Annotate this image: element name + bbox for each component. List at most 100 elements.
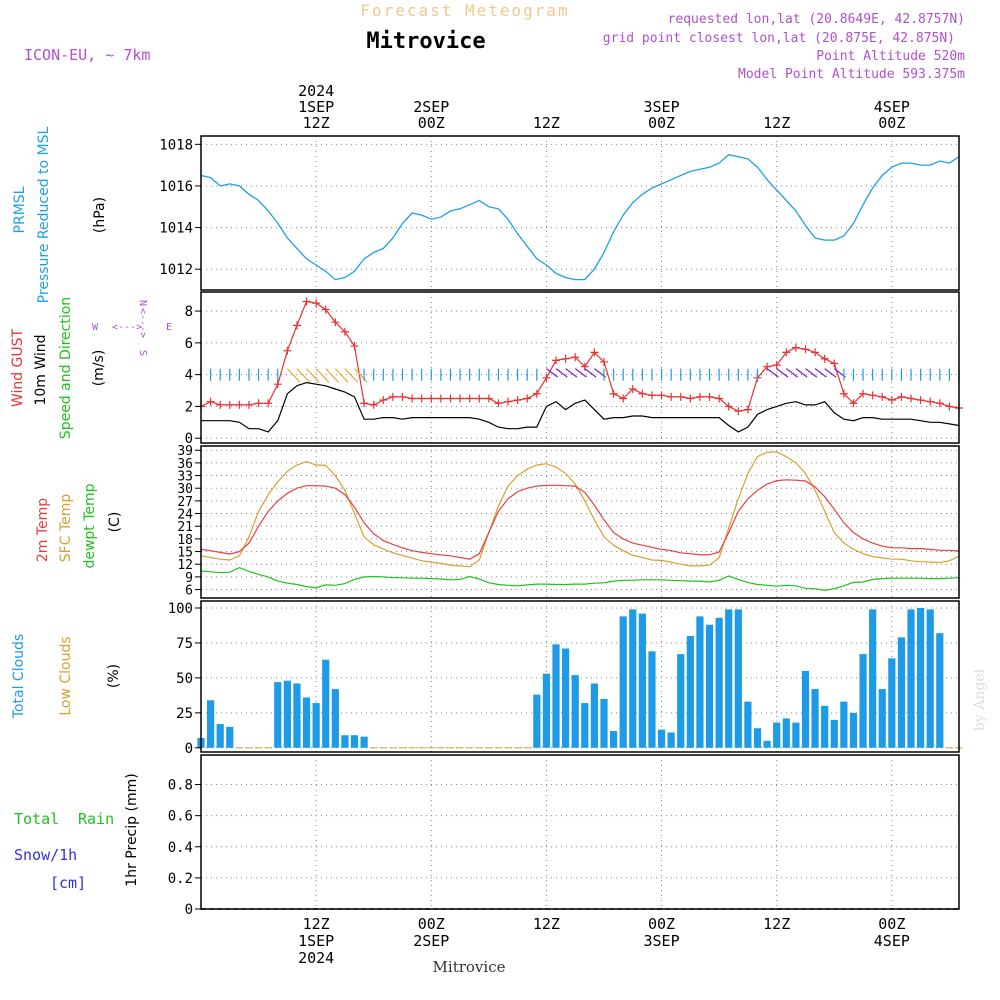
dewpt-temp-line: [200, 566, 960, 592]
wind-gust-point: [216, 400, 225, 409]
cloud-bar: [312, 703, 320, 748]
time-label-bottom: 00Z: [878, 915, 905, 933]
temp-dewpt-label: dewpt Temp: [82, 483, 98, 568]
place-title: Mitrovice: [366, 29, 485, 54]
wind-direction-arrow: [325, 368, 339, 383]
gridpoint-coords: grid point closest lon,lat (20.875E, 42.…: [603, 31, 955, 46]
wind-direction-arrow: [344, 368, 359, 383]
cloud-bar: [897, 637, 906, 748]
cloud-bar: [360, 736, 368, 748]
wind-direction-arrow: [546, 368, 559, 378]
y-tick-label: 0.8: [168, 778, 193, 794]
cloud-bar: [801, 670, 810, 748]
wind-direction-arrow: [286, 368, 301, 383]
footer-place: Mitrovice: [433, 958, 506, 976]
y-tick-label: 50: [176, 671, 193, 687]
y-tick-label: 0.6: [168, 809, 193, 825]
time-label-bottom: 3SEP: [643, 932, 679, 950]
wind-direction-arrow: [315, 368, 330, 383]
y-tick-label: 1014: [159, 221, 193, 237]
cloud-bar: [322, 659, 330, 748]
data-layer: [197, 153, 963, 910]
wind-gust-point: [504, 397, 513, 406]
y-tick-label: 4: [185, 368, 193, 384]
pressure-msl-label: Pressure Reduced to MSL: [36, 126, 52, 303]
cloud-bar: [293, 683, 301, 748]
wind-gust-point: [408, 394, 417, 403]
requested-coords: requested lon,lat (20.8649E, 42.8757N): [668, 12, 965, 27]
y-tick-label: 0: [185, 741, 193, 757]
wind-gust-point: [590, 348, 599, 357]
cloud-bar: [744, 701, 752, 748]
low-clouds-label: Low Clouds: [58, 636, 74, 715]
rain-label: Rain: [78, 810, 114, 828]
wind-direction-arrow: [565, 368, 578, 378]
wind-gust-point: [235, 400, 244, 409]
time-label-bottom: 2SEP: [413, 932, 449, 950]
cloud-bar: [638, 613, 646, 748]
panel-frame: [200, 754, 960, 910]
wind-gust-point: [436, 394, 445, 403]
wind-gust-point: [312, 299, 321, 308]
cloud-bar: [609, 731, 618, 748]
wind-direction-arrow: [306, 368, 320, 383]
wind-gust-point: [532, 389, 541, 398]
wind-gust-point: [599, 357, 608, 366]
cloud-bar: [657, 729, 666, 748]
cloud-bar: [648, 651, 656, 748]
axes-layer: 1012101410161018024686912151821242730333…: [159, 82, 960, 967]
wind-gust-point: [811, 348, 820, 357]
cloud-bar: [907, 609, 915, 748]
wind-gust-point: [264, 399, 273, 408]
snow-label: Snow/1h: [14, 846, 77, 864]
y-tick-label: 18: [177, 533, 193, 548]
wind-gust-point: [935, 399, 944, 408]
cloud-bar: [552, 644, 560, 748]
wind-gust-point: [360, 399, 369, 408]
cloud-bar: [782, 718, 790, 748]
temp-sfc-label: SFC Temp: [58, 494, 74, 563]
compass-west: W: [92, 322, 99, 333]
y-tick-label: 15: [177, 546, 193, 561]
wind-gust-point: [926, 397, 935, 406]
wind-gust-point: [379, 396, 388, 405]
cloud-bar: [571, 675, 579, 748]
wind-direction-arrow: [296, 368, 311, 383]
y-tick-label: 21: [177, 520, 193, 535]
cloud-bar: [936, 633, 944, 748]
cloud-bar: [792, 722, 800, 748]
temp-2m-label: 2m Temp: [35, 498, 51, 562]
wind-gust-point: [225, 400, 234, 409]
cloud-bar: [274, 682, 282, 748]
wind-direction-arrow: [785, 368, 798, 378]
wind-gust-point: [417, 394, 426, 403]
wind-gust-line: [200, 300, 960, 412]
prmsl-label: PRMSL: [12, 186, 28, 233]
wind-gust-point: [552, 356, 561, 365]
time-label-top: 4SEP: [874, 98, 910, 116]
compass-rose: W <---> E N <---> S: [92, 300, 172, 356]
cloud-bar: [821, 705, 829, 748]
y-tick-label: 1016: [159, 179, 193, 195]
wind-gust-point: [388, 392, 397, 401]
cloud-bar: [705, 624, 714, 748]
y-tick-label: 1018: [159, 137, 193, 153]
panel-frame: [200, 291, 960, 444]
wind-direction-arrow: [805, 368, 818, 378]
wind-gust-point: [254, 399, 263, 408]
cloud-bar: [562, 648, 570, 748]
wind-direction-arrow: [584, 368, 597, 378]
wind-gust-point: [571, 353, 580, 362]
wind-gust-label: Wind GUST: [10, 328, 26, 407]
wind-direction-arrow: [824, 368, 837, 378]
sfc-temp-line: [200, 451, 960, 568]
wind-gust-point: [619, 394, 628, 403]
wind-direction-arrow: [776, 368, 789, 378]
y-tick-label: 6: [185, 336, 193, 352]
wind-speed-direction-label: Speed and Direction: [58, 297, 74, 439]
wind-gust-point: [446, 394, 455, 403]
wind-gust-point: [647, 391, 656, 400]
panel-frame: [200, 445, 960, 599]
y-tick-label: 100: [168, 601, 193, 617]
grid-layer: [201, 136, 959, 910]
